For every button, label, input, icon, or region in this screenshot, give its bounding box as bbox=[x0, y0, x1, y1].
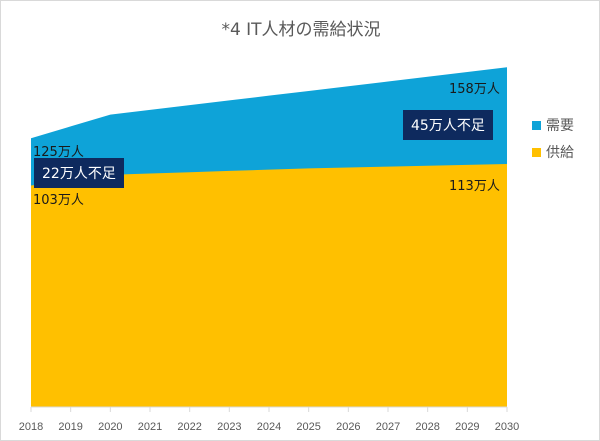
x-tick-label: 2028 bbox=[415, 421, 439, 433]
legend-label-demand: 需要 bbox=[546, 118, 574, 134]
x-tick-label: 2023 bbox=[217, 421, 241, 433]
legend-label-supply: 供給 bbox=[546, 145, 574, 161]
x-tick-label: 2026 bbox=[336, 421, 360, 433]
x-tick-label: 2025 bbox=[296, 421, 320, 433]
demand-start-label: 125万人 bbox=[33, 145, 84, 160]
x-tick-label: 2022 bbox=[177, 421, 201, 433]
x-tick-label: 2019 bbox=[58, 421, 82, 433]
x-tick-label: 2030 bbox=[495, 421, 519, 433]
shortage-2030-label: 45万人不足 bbox=[403, 110, 493, 140]
legend-swatch-demand bbox=[532, 120, 541, 130]
legend-swatch-supply bbox=[532, 147, 541, 157]
supply-start-label: 103万人 bbox=[33, 193, 84, 208]
legend-supply: 供給 bbox=[532, 142, 574, 162]
supply-end-label: 113万人 bbox=[449, 179, 500, 194]
x-tick-label: 2021 bbox=[138, 421, 162, 433]
x-tick-label: 2027 bbox=[376, 421, 400, 433]
demand-end-label: 158万人 bbox=[449, 82, 500, 97]
area-supply bbox=[31, 164, 507, 407]
chart-title: *4 IT人材の需給状況 bbox=[221, 20, 381, 40]
x-tick-label: 2020 bbox=[98, 421, 122, 433]
x-tick-label: 2024 bbox=[257, 421, 281, 433]
x-tick-label: 2018 bbox=[19, 421, 43, 433]
x-tick-label: 2029 bbox=[455, 421, 479, 433]
shortage-2018-label: 22万人不足 bbox=[34, 158, 124, 188]
legend-demand: 需要 bbox=[532, 115, 574, 135]
